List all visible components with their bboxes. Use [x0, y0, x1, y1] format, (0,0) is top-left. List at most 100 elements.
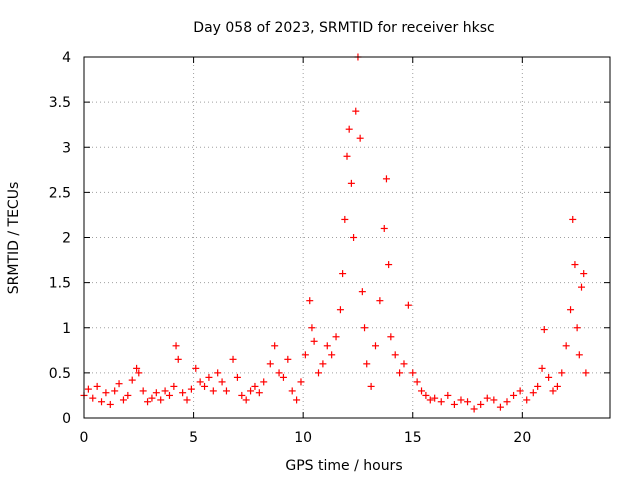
- data-point: [119, 396, 127, 404]
- data-point: [538, 364, 546, 372]
- data-point: [575, 351, 583, 359]
- x-tick-label: 5: [189, 430, 198, 446]
- data-point: [404, 301, 412, 309]
- x-axis-label: GPS time / hours: [285, 458, 402, 474]
- data-point: [135, 369, 143, 377]
- y-tick-label: 0: [62, 411, 71, 427]
- data-point: [345, 125, 353, 133]
- data-point: [148, 394, 156, 402]
- data-point: [196, 378, 204, 386]
- data-point: [496, 403, 504, 411]
- y-tick-label: 2.5: [49, 185, 71, 201]
- data-point: [128, 376, 136, 384]
- data-point: [382, 175, 390, 183]
- data-point: [569, 215, 577, 223]
- data-point: [444, 391, 452, 399]
- data-point: [356, 134, 364, 142]
- data-point: [255, 389, 263, 397]
- data-point: [192, 364, 200, 372]
- data-point: [523, 396, 531, 404]
- data-point: [315, 369, 323, 377]
- data-point: [367, 382, 375, 390]
- data-point: [271, 342, 279, 350]
- data-point: [172, 342, 180, 350]
- data-point: [89, 394, 97, 402]
- y-tick-labels: 0 0.5 1 1.5 2 2.5 3 3.5 4: [49, 50, 71, 427]
- data-point: [409, 369, 417, 377]
- x-tick-label: 15: [404, 430, 422, 446]
- data-point: [391, 351, 399, 359]
- data-point: [413, 378, 421, 386]
- data-point: [516, 387, 524, 395]
- data-point: [328, 351, 336, 359]
- y-tick-label: 1.5: [49, 276, 71, 292]
- data-point: [222, 387, 230, 395]
- data-point: [238, 391, 246, 399]
- y-tick-label: 2: [62, 231, 71, 247]
- data-point: [567, 306, 575, 314]
- data-point: [549, 387, 557, 395]
- data-point: [214, 369, 222, 377]
- data-point: [470, 405, 478, 413]
- data-point: [571, 261, 579, 269]
- data-point: [260, 378, 268, 386]
- data-point: [426, 396, 434, 404]
- data-point: [490, 396, 498, 404]
- axis-ticks: [83, 56, 610, 419]
- data-point: [343, 152, 351, 160]
- data-point: [218, 378, 226, 386]
- data-point: [358, 288, 366, 296]
- data-markers: [80, 53, 590, 413]
- data-point: [133, 364, 141, 372]
- data-point: [308, 324, 316, 332]
- data-point: [209, 387, 217, 395]
- data-point: [124, 391, 132, 399]
- data-point: [339, 270, 347, 278]
- data-point: [529, 389, 537, 397]
- data-point: [102, 389, 110, 397]
- data-point: [98, 398, 106, 406]
- x-tick-label: 20: [513, 430, 531, 446]
- data-point: [332, 333, 340, 341]
- data-point: [578, 283, 586, 291]
- data-point: [170, 382, 178, 390]
- data-point: [457, 396, 465, 404]
- data-point: [183, 396, 191, 404]
- data-point: [297, 378, 305, 386]
- x-tick-label: 0: [80, 430, 89, 446]
- data-point: [284, 355, 292, 363]
- y-tick-label: 3: [62, 140, 71, 156]
- data-point: [266, 360, 274, 368]
- y-tick-label: 1: [62, 321, 71, 337]
- data-point: [152, 389, 160, 397]
- data-point: [580, 270, 588, 278]
- data-point: [558, 369, 566, 377]
- data-point: [165, 391, 173, 399]
- data-point: [336, 306, 344, 314]
- data-point: [319, 360, 327, 368]
- data-point: [144, 398, 152, 406]
- data-point: [111, 387, 119, 395]
- y-tick-label: 0.5: [49, 366, 71, 382]
- data-point: [306, 297, 314, 305]
- data-point: [174, 355, 182, 363]
- data-point: [341, 215, 349, 223]
- data-point: [534, 382, 542, 390]
- data-point: [205, 373, 213, 381]
- y-tick-label: 3.5: [49, 95, 71, 111]
- data-point: [380, 224, 388, 232]
- data-point: [350, 234, 358, 241]
- data-point: [247, 387, 255, 395]
- data-point: [157, 396, 165, 404]
- data-point: [545, 373, 553, 381]
- data-point: [396, 369, 404, 377]
- data-point: [450, 400, 458, 408]
- data-point: [229, 355, 237, 363]
- data-point: [483, 394, 491, 402]
- data-point: [233, 373, 241, 381]
- data-point: [361, 324, 369, 332]
- data-point: [387, 333, 395, 341]
- data-point: [161, 387, 169, 395]
- grid-lines: [84, 57, 610, 418]
